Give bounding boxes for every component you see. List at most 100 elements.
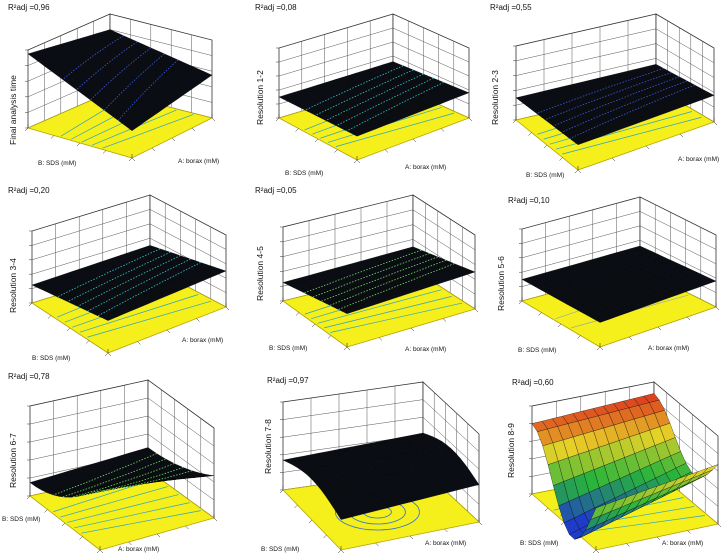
surface-contour bbox=[76, 41, 138, 91]
axis-tick bbox=[314, 138, 319, 143]
contour-line bbox=[317, 289, 442, 324]
r2-label: R²adj =0,60 bbox=[512, 378, 554, 387]
z-axis-title: Resolution 6-7 bbox=[8, 433, 18, 488]
axis-tick bbox=[128, 157, 133, 162]
contour-line bbox=[74, 502, 190, 529]
contour-line bbox=[87, 300, 212, 338]
surface-panel-8: R²adj =0,97 Resolution 7-8 B: SDS (mM) A… bbox=[247, 366, 489, 554]
wall-gridline bbox=[29, 433, 149, 461]
z-axis-title: Resolution 3-4 bbox=[8, 258, 18, 313]
axis-tick bbox=[626, 543, 630, 547]
wall-gridline bbox=[149, 223, 227, 265]
contour-line bbox=[67, 494, 179, 523]
wall-gridline bbox=[278, 41, 394, 77]
axis-tick bbox=[557, 323, 562, 328]
surface-panel-7: R²adj =0,78 Resolution 6-7 B: SDS (mM) A… bbox=[0, 366, 242, 554]
axis-tick bbox=[599, 346, 604, 351]
axis-tick bbox=[687, 530, 691, 534]
axis-tick bbox=[628, 336, 633, 341]
wall-gridline bbox=[521, 225, 641, 259]
axis-tick bbox=[577, 169, 582, 174]
surface-contour bbox=[104, 53, 165, 111]
axis-tick bbox=[375, 542, 379, 547]
x-axis-title: A: borax (mM) bbox=[178, 158, 220, 165]
x-axis-title: A: borax (mM) bbox=[678, 156, 720, 163]
wall-gridline bbox=[149, 209, 227, 250]
axis-tick bbox=[518, 300, 523, 305]
axis-tick bbox=[311, 323, 316, 328]
axis-tick bbox=[544, 507, 549, 512]
surface-plot bbox=[26, 379, 218, 554]
axis-tick bbox=[76, 142, 81, 147]
wall-gridline bbox=[639, 225, 717, 265]
axis-tick bbox=[137, 341, 141, 345]
wall-gridline bbox=[282, 416, 424, 438]
axis-tick bbox=[50, 135, 55, 139]
r2-label: R²adj =0,05 bbox=[255, 186, 297, 195]
axis-tick bbox=[645, 145, 650, 150]
surface-cell bbox=[101, 313, 119, 321]
z-axis-title: Resolution 5-6 bbox=[496, 256, 506, 311]
wall-gridline bbox=[639, 211, 717, 250]
axis-tick bbox=[28, 302, 33, 307]
contour-line bbox=[562, 116, 702, 155]
surface-plot bbox=[528, 381, 722, 554]
surface-panel-2: R²adj =0,08 Resolution 1-2 B: SDS (mM) A… bbox=[247, 0, 489, 180]
wall-gridline bbox=[655, 28, 715, 64]
axis-tick bbox=[166, 329, 171, 334]
axis-tick bbox=[346, 346, 351, 351]
axis-tick bbox=[512, 119, 517, 124]
z-axis-title: Resolution 1-2 bbox=[255, 70, 265, 125]
surface-contour bbox=[346, 82, 444, 132]
axis-tick bbox=[213, 517, 218, 522]
surface-plot bbox=[512, 13, 718, 174]
y-axis-title: B: SDS (mM) bbox=[520, 540, 559, 547]
wall-gridline bbox=[412, 224, 476, 265]
axis-tick bbox=[444, 528, 448, 533]
wall-gridline bbox=[29, 397, 149, 425]
axis-tick bbox=[356, 159, 361, 164]
axis-tick bbox=[275, 117, 280, 122]
axis-tick bbox=[102, 150, 107, 154]
r2-label: R²adj =0,10 bbox=[508, 196, 550, 205]
wall-gridline bbox=[109, 29, 213, 56]
surface-cell bbox=[593, 315, 611, 323]
y-axis-title: B: SDS (mM) bbox=[261, 546, 300, 553]
contour-line bbox=[323, 296, 452, 329]
wall-gridline bbox=[521, 239, 641, 273]
axis-tick bbox=[294, 504, 298, 509]
x-axis-title: A: borax (mM) bbox=[648, 345, 690, 352]
contour-line bbox=[79, 294, 199, 333]
r2-label: R²adj =0,08 bbox=[255, 3, 297, 12]
wall-gridline bbox=[639, 239, 717, 279]
axis-tick bbox=[327, 335, 332, 339]
axis-tick bbox=[151, 147, 156, 152]
y-axis-title: B: SDS (mM) bbox=[518, 347, 557, 354]
axis-tick bbox=[107, 352, 112, 357]
axis-tick bbox=[574, 169, 579, 174]
axis-tick bbox=[66, 327, 71, 332]
axis-tick bbox=[679, 133, 684, 138]
wall-gridline bbox=[31, 223, 151, 261]
surface-contour bbox=[544, 72, 672, 121]
axis-tick bbox=[543, 144, 548, 149]
r2-label: R²adj =0,20 bbox=[8, 186, 50, 195]
surface-panel-9: R²adj =0,60 Resolution 8-9 B: SDS (mM) A… bbox=[486, 366, 728, 554]
axis-tick bbox=[343, 346, 348, 351]
axis-tick bbox=[79, 536, 83, 540]
z-axis-title: Resolution 8-9 bbox=[506, 423, 516, 478]
axis-tick bbox=[26, 495, 31, 500]
axis-tick bbox=[185, 525, 189, 530]
axis-tick bbox=[104, 352, 109, 357]
axis-tick bbox=[410, 327, 415, 332]
wall-gridline bbox=[392, 27, 470, 63]
surface-contour bbox=[77, 255, 181, 307]
surface-panel-6: R²adj =0,10 Resolution 5-6 B: SDS (mM) A… bbox=[486, 183, 728, 363]
axis-tick bbox=[657, 326, 662, 331]
wall-gridline bbox=[422, 417, 480, 470]
surface-contour bbox=[67, 251, 171, 302]
axis-tick bbox=[337, 549, 342, 554]
axis-tick bbox=[559, 157, 563, 161]
axis-tick bbox=[295, 128, 299, 132]
axis-tick bbox=[128, 541, 132, 546]
